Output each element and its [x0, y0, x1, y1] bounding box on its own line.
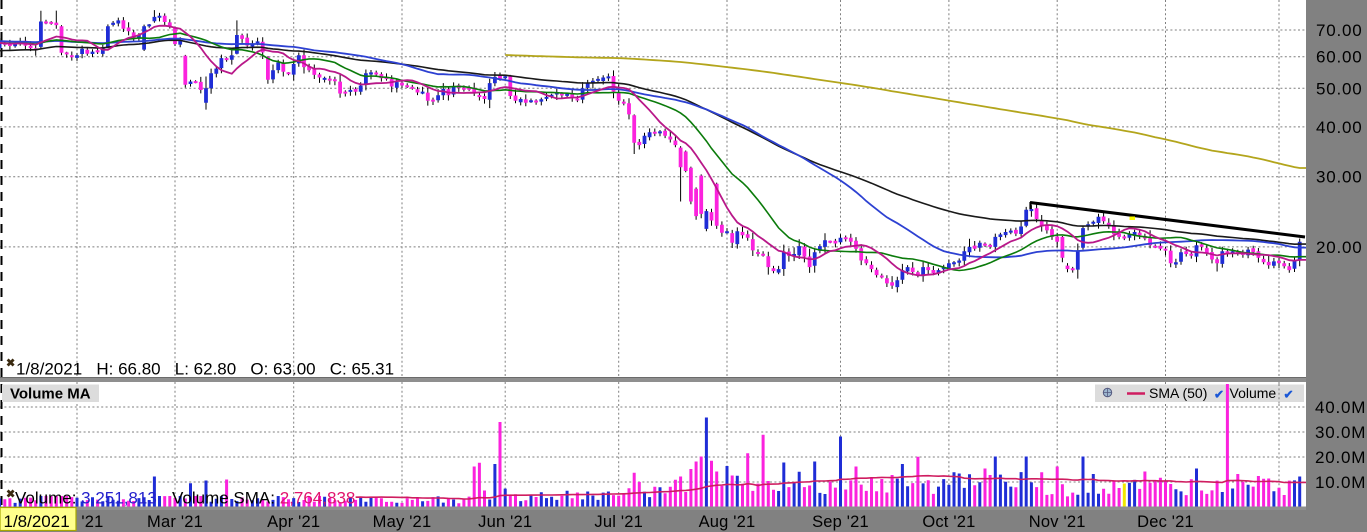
svg-text:70.00: 70.00 — [1316, 21, 1363, 40]
svg-text:Apr '21: Apr '21 — [267, 513, 320, 531]
svg-text:✔: ✔ — [1284, 388, 1294, 402]
svg-text:Oct '21: Oct '21 — [922, 513, 975, 531]
svg-text:May '21: May '21 — [373, 513, 432, 531]
svg-text:Mar '21: Mar '21 — [147, 513, 203, 531]
svg-text:Volume: 3,251,813: Volume: 3,251,813 — [15, 489, 157, 508]
svg-text:✖: ✖ — [6, 358, 15, 370]
svg-text:20.00: 20.00 — [1316, 238, 1363, 257]
svg-text:Dec '21: Dec '21 — [1137, 513, 1194, 531]
svg-text:SMA (50): SMA (50) — [1149, 385, 1207, 401]
svg-text:Jun '21: Jun '21 — [478, 513, 532, 531]
svg-text:10.0M: 10.0M — [1315, 473, 1366, 492]
svg-text:Volume MA: Volume MA — [10, 386, 91, 403]
svg-text:50.00: 50.00 — [1316, 79, 1363, 98]
svg-text:Sep '21: Sep '21 — [812, 513, 869, 531]
svg-text:40.00: 40.00 — [1316, 118, 1363, 137]
svg-text:30.0M: 30.0M — [1315, 423, 1366, 442]
svg-text:60.00: 60.00 — [1316, 48, 1363, 67]
svg-text:Volume SMA: 2,764,838: Volume SMA: 2,764,838 — [172, 489, 355, 508]
svg-text:Aug '21: Aug '21 — [699, 513, 756, 531]
svg-text:Volume: Volume — [1230, 385, 1277, 401]
svg-text:40.0M: 40.0M — [1315, 398, 1366, 417]
svg-text:✖: ✖ — [6, 489, 15, 501]
svg-text:30.00: 30.00 — [1316, 168, 1363, 187]
svg-text:Nov '21: Nov '21 — [1029, 513, 1086, 531]
svg-text:1/8/2021 H: 66.80 L: 62.80: 1/8/2021 H: 66.80 L: 62.80 O: 63.00 C: 6… — [16, 360, 394, 379]
svg-text:Jul '21: Jul '21 — [594, 513, 643, 531]
svg-text:1/8/2021: 1/8/2021 — [4, 512, 70, 531]
svg-text:20.0M: 20.0M — [1315, 448, 1366, 467]
svg-text:✔: ✔ — [1214, 388, 1224, 402]
